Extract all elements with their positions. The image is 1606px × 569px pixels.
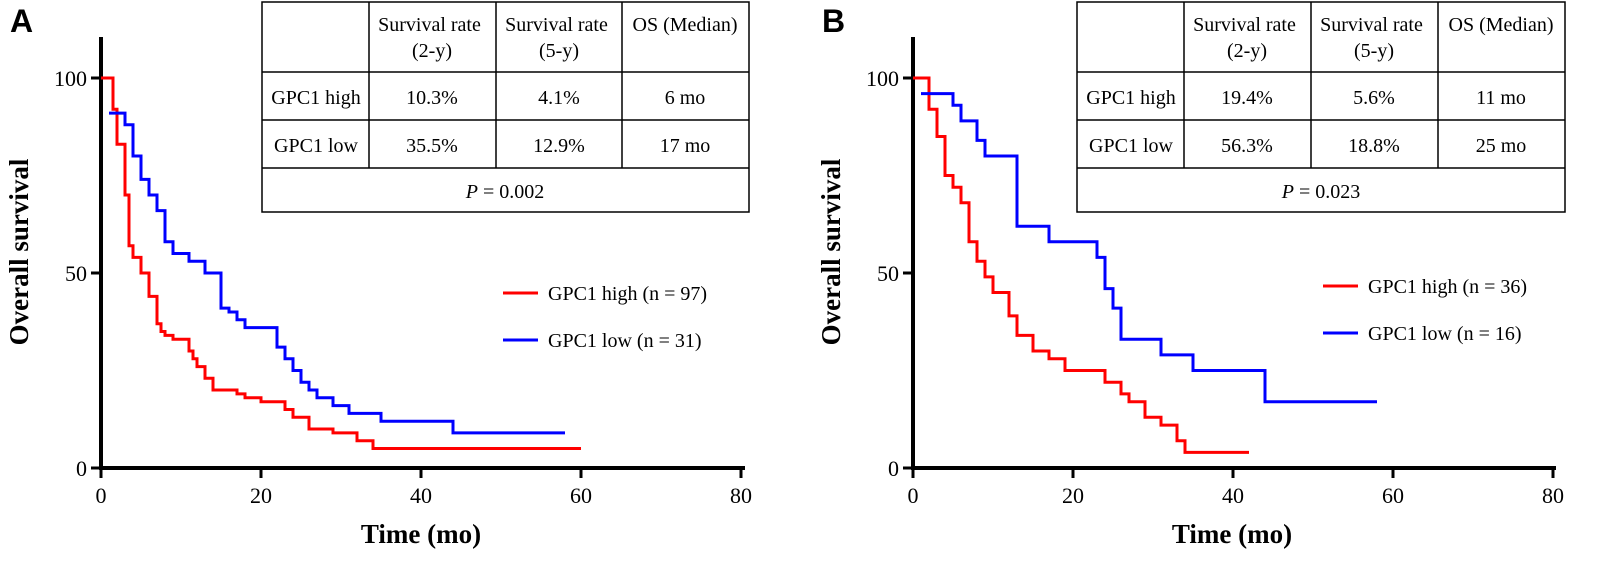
y-tick-label: 0 — [76, 456, 87, 481]
table-border — [261, 1, 750, 213]
p-number: = 0.002 — [478, 181, 544, 203]
x-tick-label: 40 — [1222, 483, 1244, 508]
header-5y-line1: Survival rate — [505, 14, 608, 36]
row-label-low: GPC1 low — [274, 135, 358, 157]
legend-label-low: GPC1 low (n = 16) — [1368, 323, 1522, 345]
cell-value: 11 mo — [1476, 87, 1526, 109]
p-value: P = 0.002 — [465, 181, 545, 203]
row-label-high: GPC1 high — [1086, 87, 1175, 109]
header-2y-line1: Survival rate — [1193, 14, 1296, 36]
cell-value: 56.3% — [1221, 135, 1273, 157]
x-tick-label: 0 — [908, 483, 919, 508]
y-ticks: 0 50 100 — [866, 66, 913, 481]
x-axis-label: Time (mo) — [361, 519, 481, 549]
panel-label-b: B — [822, 3, 845, 39]
y-tick-label: 0 — [888, 456, 899, 481]
legend: GPC1 high (n = 97) GPC1 low (n = 31) — [503, 283, 707, 352]
header-5y-line2: (5-y) — [1354, 40, 1394, 62]
p-symbol: P — [1281, 181, 1294, 203]
p-number: = 0.023 — [1294, 181, 1360, 203]
panel-a: A 0 50 100 0 20 40 60 80 Overall survival Time… — [4, 1, 752, 549]
x-tick-label: 80 — [730, 483, 752, 508]
cell-value: 18.8% — [1348, 135, 1400, 157]
table-header: Survival rate (2-y) — [1193, 14, 1301, 62]
x-tick-label: 40 — [410, 483, 432, 508]
header-5y-line1: Survival rate — [1320, 14, 1423, 36]
cell-value: 35.5% — [406, 135, 458, 157]
curve-gpc1-low — [921, 92, 1377, 404]
table-header: Survival rate (5-y) — [1320, 14, 1428, 62]
p-symbol: P — [465, 181, 478, 203]
y-tick-label: 100 — [54, 66, 87, 91]
cell-value: 19.4% — [1221, 87, 1273, 109]
panel-b: B 0 50 100 0 20 40 60 80 Overall survival Time… — [816, 1, 1566, 549]
y-tick-label: 100 — [866, 66, 899, 91]
survival-table: Survival rate (2-y) Survival rate (5-y) … — [261, 1, 750, 213]
legend-label-high: GPC1 high (n = 97) — [548, 283, 707, 305]
y-ticks: 0 50 100 — [54, 66, 101, 481]
header-os-median: OS (Median) — [633, 14, 738, 36]
y-tick-label: 50 — [65, 261, 87, 286]
p-value: P = 0.023 — [1281, 181, 1361, 203]
cell-value: 12.9% — [533, 135, 585, 157]
cell-value: 17 mo — [660, 135, 711, 157]
x-tick-label: 60 — [570, 483, 592, 508]
header-2y-line2: (2-y) — [412, 40, 452, 62]
table-header: Survival rate (5-y) — [505, 14, 613, 62]
curve-gpc1-high — [913, 76, 1249, 454]
y-axis-label: Overall survival — [816, 158, 846, 345]
cell-value: 25 mo — [1476, 135, 1527, 157]
table-header: Survival rate (2-y) — [378, 14, 486, 62]
cell-value: 10.3% — [406, 87, 458, 109]
cell-value: 4.1% — [538, 87, 580, 109]
x-axis-label: Time (mo) — [1172, 519, 1292, 549]
row-label-high: GPC1 high — [271, 87, 360, 109]
y-axis-label: Overall survival — [4, 158, 34, 345]
survival-curves — [913, 76, 1377, 454]
x-ticks: 0 20 40 60 80 — [908, 468, 1564, 508]
curve-gpc1-high — [101, 76, 581, 450]
legend-label-low: GPC1 low (n = 31) — [548, 330, 702, 352]
x-tick-label: 0 — [96, 483, 107, 508]
legend-label-high: GPC1 high (n = 36) — [1368, 276, 1527, 298]
header-2y-line1: Survival rate — [378, 14, 481, 36]
x-tick-label: 20 — [1062, 483, 1084, 508]
row-label-low: GPC1 low — [1089, 135, 1173, 157]
header-os-median: OS (Median) — [1449, 14, 1554, 36]
cell-value: 6 mo — [665, 87, 706, 109]
y-tick-label: 50 — [877, 261, 899, 286]
legend: GPC1 high (n = 36) GPC1 low (n = 16) — [1323, 276, 1527, 345]
table-border — [1076, 1, 1566, 213]
panel-label-a: A — [10, 3, 33, 39]
header-5y-line2: (5-y) — [539, 40, 579, 62]
cell-value: 5.6% — [1353, 87, 1395, 109]
curve-gpc1-low — [109, 111, 565, 435]
x-ticks: 0 20 40 60 80 — [96, 468, 752, 508]
survival-table: Survival rate (2-y) Survival rate (5-y) … — [1076, 1, 1566, 213]
x-tick-label: 80 — [1542, 483, 1564, 508]
survival-curves — [101, 76, 581, 450]
header-2y-line2: (2-y) — [1227, 40, 1267, 62]
x-tick-label: 60 — [1382, 483, 1404, 508]
x-tick-label: 20 — [250, 483, 272, 508]
